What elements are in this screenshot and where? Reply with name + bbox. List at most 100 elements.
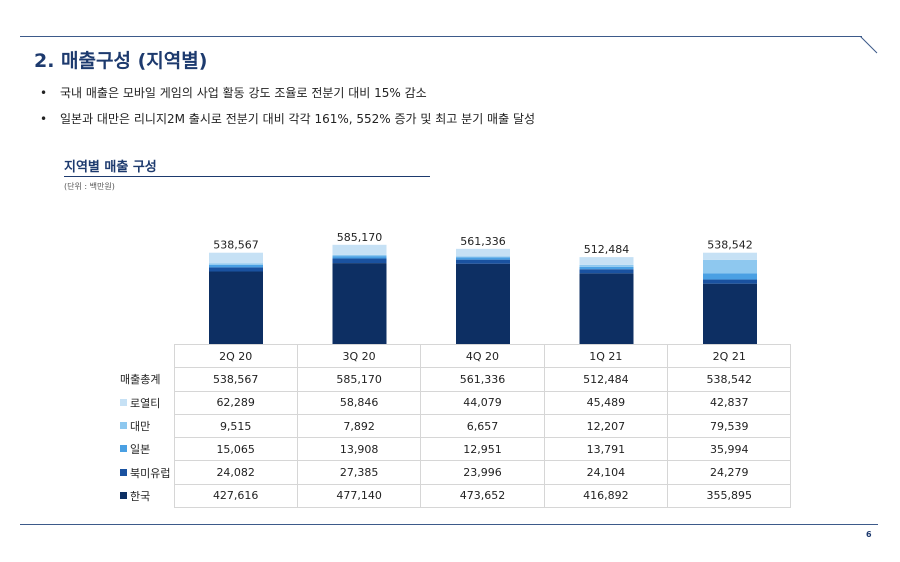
bar-segment-4-2 <box>456 248 510 257</box>
bar-segment-3-1 <box>332 254 387 257</box>
table-header-row: 2Q 20 3Q 20 4Q 20 1Q 21 2Q 21 <box>116 343 792 369</box>
bar-segment-0-2 <box>456 263 510 344</box>
table-cell: 12,951 <box>420 437 545 462</box>
table-cell: 15,065 <box>173 437 298 462</box>
column-header-4: 2Q 21 <box>667 343 792 369</box>
bar-segment-0-1 <box>332 263 387 344</box>
row-label-text: 대만 <box>130 420 151 434</box>
page-title: 2. 매출구성 (지역별) <box>34 50 208 72</box>
bar-segment-2-4 <box>703 273 757 280</box>
column-header-2: 4Q 20 <box>420 343 545 369</box>
table-cell: 473,652 <box>420 483 545 509</box>
row-label: 대만 <box>116 414 175 438</box>
table-row-total: 매출총계 538,567 585,170 561,336 512,484 538,542 <box>116 367 792 392</box>
row-label-text: 북미유럽 <box>130 466 171 480</box>
bullet-text: 국내 매출은 모바일 게임의 사업 활동 강도 조율로 전분기 대비 15% 감… <box>60 86 427 100</box>
footer-rule <box>20 524 878 525</box>
bar-segment-2-2 <box>456 257 510 260</box>
table-cell: 9,515 <box>173 413 298 439</box>
table-cell: 58,846 <box>296 390 422 415</box>
legend-swatch-icon <box>120 422 127 430</box>
table-cell: 62,289 <box>173 390 298 415</box>
bar-segment-4-3 <box>579 257 634 265</box>
bar-segment-4-1 <box>332 244 387 255</box>
header-corner-line <box>860 36 878 54</box>
row-label-total: 매출총계 <box>116 367 175 392</box>
legend-swatch-icon <box>120 491 127 499</box>
table-cell: 13,791 <box>543 437 669 462</box>
bar-segment-0-4 <box>703 283 757 344</box>
table-cell: 13,908 <box>296 437 422 462</box>
header-rule <box>20 36 862 37</box>
bar-segment-1-3 <box>579 269 634 274</box>
table-corner <box>116 345 174 368</box>
bullet-dot-icon: • <box>40 112 48 126</box>
bar-segment-0-0 <box>209 271 263 344</box>
table-cell: 427,616 <box>173 483 298 509</box>
unit-note: (단위 : 백만원) <box>64 182 115 191</box>
bar-segment-1-1 <box>332 258 387 264</box>
row-label-text: 일본 <box>130 443 151 457</box>
total-label-2: 561,336 <box>460 235 506 248</box>
table-cell: 6,657 <box>420 413 545 439</box>
table-row: 대만 9,515 7,892 6,657 12,207 79,539 <box>116 413 792 439</box>
table-cell: 45,489 <box>543 390 669 415</box>
page-number: 6 <box>866 530 872 539</box>
bullet-text: 일본과 대만은 리니지2M 출시로 전분기 대비 각각 161%, 552% 증… <box>60 112 536 126</box>
table-cell: 512,484 <box>543 367 669 392</box>
chart-title: 지역별 매출 구성 <box>64 160 157 175</box>
bullet-dot-icon: • <box>40 86 48 100</box>
table-cell: 44,079 <box>420 390 545 415</box>
legend-swatch-icon <box>120 468 127 476</box>
row-label-text: 한국 <box>130 489 151 503</box>
table-cell: 477,140 <box>296 483 422 509</box>
bar-segment-0-3 <box>579 273 634 344</box>
column-header-1: 3Q 20 <box>296 343 422 369</box>
table-cell: 24,279 <box>667 460 792 485</box>
bar-segment-3-2 <box>456 256 510 258</box>
bullet-item: • 국내 매출은 모바일 게임의 사업 활동 강도 조율로 전분기 대비 15% … <box>40 84 535 110</box>
bar-segment-1-0 <box>209 267 263 272</box>
table-row: 일본 15,065 13,908 12,951 13,791 35,994 <box>116 437 792 462</box>
table-cell: 538,542 <box>667 367 792 392</box>
bar-segment-1-4 <box>703 279 757 284</box>
bar-segment-3-0 <box>209 263 263 265</box>
row-label: 로열티 <box>116 391 175 415</box>
table-cell: 23,996 <box>420 460 545 485</box>
table-cell: 585,170 <box>296 367 422 392</box>
table-cell: 561,336 <box>420 367 545 392</box>
row-label: 일본 <box>116 437 175 461</box>
total-label-0: 538,567 <box>213 239 259 252</box>
row-label-text: 로열티 <box>130 396 161 410</box>
total-label-3: 512,484 <box>584 243 630 256</box>
row-label: 한국 <box>116 484 175 508</box>
table-cell: 24,082 <box>173 460 298 485</box>
table-cell: 355,895 <box>667 483 792 509</box>
data-table: 2Q 20 3Q 20 4Q 20 1Q 21 2Q 21 매출총계 538,567 585,… <box>116 343 792 509</box>
total-label-1: 585,170 <box>337 231 383 244</box>
table-row: 북미유럽 24,082 27,385 23,996 24,104 24,279 <box>116 460 792 485</box>
chart-title-rule <box>64 176 430 177</box>
row-label: 북미유럽 <box>116 460 175 485</box>
table-row: 한국 427,616 477,140 473,652 416,892 355,895 <box>116 483 792 509</box>
bar-segment-1-2 <box>456 259 510 264</box>
bullet-item: • 일본과 대만은 리니지2M 출시로 전분기 대비 각각 161%, 552% … <box>40 110 536 136</box>
bar-segment-3-4 <box>703 259 757 274</box>
table-cell: 35,994 <box>667 437 792 462</box>
table-cell: 79,539 <box>667 413 792 439</box>
total-label-4: 538,542 <box>707 239 753 252</box>
bar-segment-2-0 <box>209 264 263 268</box>
bar-segment-2-1 <box>332 256 387 259</box>
column-header-3: 1Q 21 <box>543 343 669 369</box>
summary-bullets: • 국내 매출은 모바일 게임의 사업 활동 강도 조율로 전분기 대비 15% … <box>40 84 536 136</box>
table-cell: 538,567 <box>173 367 298 392</box>
column-header-0: 2Q 20 <box>173 343 298 369</box>
table-cell: 42,837 <box>667 390 792 415</box>
bar-segment-3-3 <box>579 264 634 267</box>
bar-segment-4-4 <box>703 252 757 260</box>
table-row: 로열티 62,289 58,846 44,079 45,489 42,837 <box>116 390 792 415</box>
legend-swatch-icon <box>120 398 127 406</box>
bar-segment-2-3 <box>579 266 634 270</box>
bar-segment-4-0 <box>209 252 263 264</box>
